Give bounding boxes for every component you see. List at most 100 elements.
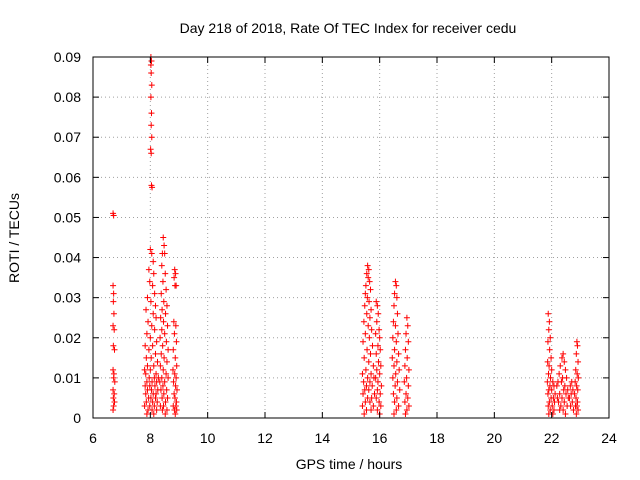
data-point <box>157 362 164 369</box>
data-point <box>161 242 168 249</box>
data-point <box>110 406 117 413</box>
data-point <box>568 378 575 385</box>
data-point <box>143 410 150 417</box>
data-point <box>147 94 154 101</box>
data-point <box>372 374 379 381</box>
data-point <box>150 310 157 317</box>
data-point <box>562 410 569 417</box>
data-point <box>160 234 167 241</box>
data-point <box>150 258 157 265</box>
data-point <box>374 406 381 413</box>
data-point <box>146 374 153 381</box>
data-point <box>376 370 383 377</box>
data-point <box>391 346 398 353</box>
data-point <box>557 402 564 409</box>
data-point <box>173 398 180 405</box>
data-point <box>403 406 410 413</box>
data-point <box>159 342 166 349</box>
data-point <box>148 122 155 129</box>
data-point <box>158 374 165 381</box>
data-point <box>148 58 155 65</box>
data-point <box>403 390 410 397</box>
data-point <box>544 338 551 345</box>
data-point <box>142 390 149 397</box>
data-point <box>372 330 379 337</box>
data-point <box>550 406 557 413</box>
grid-lines <box>93 57 609 418</box>
data-point <box>404 322 411 329</box>
data-point <box>376 326 383 333</box>
data-point <box>368 406 375 413</box>
data-point <box>393 394 400 401</box>
data-point <box>111 346 118 353</box>
data-point <box>396 386 403 393</box>
data-point <box>561 398 568 405</box>
data-point <box>556 390 563 397</box>
data-point <box>159 306 166 313</box>
y-tick-label: 0.09 <box>54 49 81 65</box>
data-point <box>575 374 582 381</box>
data-point <box>392 370 399 377</box>
x-tick-label: 6 <box>89 430 97 446</box>
data-point <box>389 334 396 341</box>
data-point <box>171 282 178 289</box>
data-point <box>563 390 569 397</box>
data-point <box>360 338 367 345</box>
data-point <box>161 378 168 385</box>
data-point <box>374 302 381 309</box>
data-point <box>394 378 401 385</box>
data-point <box>402 410 409 417</box>
data-point <box>148 386 155 393</box>
data-point <box>390 318 397 325</box>
data-point <box>150 270 157 277</box>
data-point <box>395 350 402 357</box>
data-point <box>568 390 575 397</box>
data-point <box>364 262 371 269</box>
x-tick-label: 14 <box>315 430 331 446</box>
data-point <box>148 354 155 361</box>
data-point <box>158 350 165 357</box>
data-point <box>392 278 399 285</box>
x-tick-label: 16 <box>372 430 388 446</box>
data-point <box>171 266 178 273</box>
data-point <box>393 358 400 365</box>
data-point <box>151 326 158 333</box>
data-point <box>171 330 178 337</box>
data-point <box>143 378 150 385</box>
data-point <box>560 350 567 357</box>
data-point <box>157 386 164 393</box>
data-point <box>161 354 168 361</box>
data-point <box>544 358 551 365</box>
data-point <box>391 362 397 369</box>
data-point <box>148 110 155 117</box>
data-point <box>549 410 556 417</box>
data-point <box>378 382 385 389</box>
x-tick-label: 8 <box>146 430 154 446</box>
data-point <box>171 274 178 281</box>
data-point <box>553 382 560 389</box>
data-point <box>157 314 164 321</box>
data-point <box>366 278 373 285</box>
data-point <box>173 338 180 345</box>
data-point <box>164 394 171 401</box>
data-point <box>374 386 381 393</box>
data-point <box>151 382 158 389</box>
data-point <box>172 270 179 277</box>
y-tick-label: 0.08 <box>54 89 81 105</box>
data-point <box>158 290 165 297</box>
data-point <box>391 302 397 309</box>
data-point <box>149 184 156 191</box>
data-point <box>547 374 554 381</box>
y-tick-label: 0.03 <box>54 290 81 306</box>
data-point <box>365 358 372 365</box>
data-point <box>173 386 180 393</box>
axis-ticks <box>92 56 610 419</box>
plot-frame <box>92 56 610 419</box>
data-point <box>403 330 410 337</box>
data-point <box>151 290 158 297</box>
data-point <box>162 410 169 417</box>
data-point <box>157 334 164 341</box>
data-point <box>147 298 154 305</box>
data-point <box>160 366 167 373</box>
x-tick-label: 20 <box>487 430 503 446</box>
